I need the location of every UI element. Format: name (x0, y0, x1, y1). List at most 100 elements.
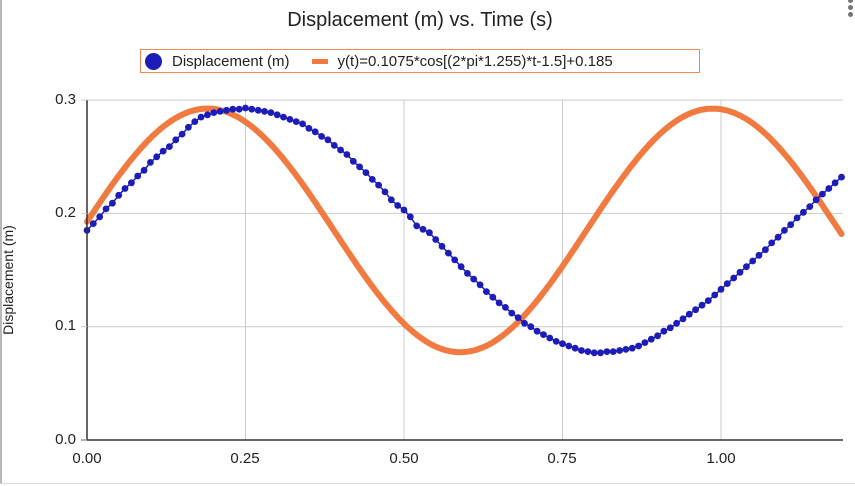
chart-legend: Displacement (m) y(t)=0.1075*cos[(2*pi*1… (140, 49, 700, 73)
data-point (622, 346, 630, 353)
data-point (559, 340, 566, 348)
data-point (749, 257, 757, 265)
data-point (96, 213, 104, 221)
y-tick-label: 0.2 (55, 204, 76, 221)
data-point (800, 208, 807, 216)
data-point (508, 309, 516, 317)
legend-item-fit[interactable]: y(t)=0.1075*cos[(2*pi*1.255)*t-1.5]+0.18… (290, 53, 613, 70)
data-point (774, 233, 782, 241)
data-point (514, 314, 522, 321)
data-point (349, 157, 357, 165)
data-point (115, 191, 123, 199)
data-point (743, 263, 750, 271)
data-point (711, 291, 719, 299)
y-tick-label: 0.0 (55, 431, 76, 448)
data-point (533, 327, 541, 335)
data-point (723, 280, 731, 287)
data-point (267, 109, 275, 116)
data-point (812, 196, 820, 204)
data-point (483, 288, 490, 295)
data-point (590, 349, 598, 357)
data-point (806, 203, 814, 211)
kebab-dot (847, 5, 853, 10)
data-point (825, 185, 833, 192)
data-point (311, 128, 319, 136)
data-point (140, 166, 148, 174)
data-point (362, 169, 370, 177)
data-point (781, 227, 788, 234)
data-point (172, 136, 180, 144)
data-point (330, 142, 338, 149)
data-point (387, 196, 395, 204)
data-point (185, 123, 192, 131)
data-point (375, 181, 382, 189)
data-point (159, 147, 167, 155)
data-point (432, 236, 440, 243)
legend-item-displacement[interactable]: Displacement (m) (141, 52, 290, 70)
data-point (793, 214, 801, 222)
data-point (368, 176, 376, 183)
data-point (819, 190, 826, 198)
axes (81, 99, 843, 441)
x-tick-label: 0.50 (389, 450, 419, 467)
data-point (831, 179, 839, 187)
data-point (660, 327, 668, 335)
data-point (400, 206, 408, 214)
data-point (685, 310, 693, 318)
data-point (762, 246, 769, 254)
data-point (254, 106, 262, 114)
data-point (305, 124, 313, 132)
chart-frame-left-border (0, 0, 2, 484)
data-point (235, 105, 243, 113)
data-point (464, 270, 471, 277)
data-point (292, 118, 300, 125)
data-point (153, 153, 161, 161)
legend-label-displacement: Displacement (m) (172, 52, 290, 70)
data-point (717, 285, 725, 293)
data-point (584, 348, 592, 355)
data-point (502, 304, 509, 311)
data-point (426, 229, 433, 237)
fit-curve (84, 105, 845, 356)
legend-label-fit: y(t)=0.1075*cos[(2*pi*1.255)*t-1.5]+0.18… (337, 52, 613, 70)
data-point (273, 111, 281, 119)
data-point (527, 323, 535, 331)
data-point (134, 172, 142, 180)
data-point (597, 349, 604, 357)
data-point (565, 342, 573, 350)
data-point (641, 339, 649, 346)
y-tick-label: 0.1 (55, 317, 76, 334)
data-point (438, 242, 446, 250)
data-point (457, 263, 465, 271)
data-point (337, 146, 344, 154)
y-tick-label: 0.3 (55, 91, 76, 108)
data-point (476, 281, 484, 289)
data-point (147, 159, 154, 166)
data-point (654, 332, 661, 340)
data-point (324, 136, 332, 144)
kebab-menu-icon[interactable] (846, 0, 854, 20)
kebab-dot (847, 12, 853, 17)
data-point (381, 188, 389, 196)
data-point (191, 118, 199, 125)
data-point (546, 334, 554, 342)
data-point (286, 116, 294, 123)
data-point (318, 133, 325, 140)
kebab-dot (847, 0, 853, 3)
data-point (343, 151, 351, 158)
data-point (838, 173, 845, 181)
data-point (451, 256, 459, 264)
data-point (470, 275, 478, 283)
x-tick-label: 0.75 (547, 450, 577, 467)
data-point (787, 221, 795, 229)
data-point (210, 109, 218, 116)
data-point (166, 143, 173, 151)
data-point (736, 268, 744, 276)
data-point (571, 344, 579, 352)
data-point (647, 335, 655, 343)
chart-title: Displacement (m) vs. Time (s) (287, 9, 553, 31)
data-point (673, 319, 680, 327)
data-point (299, 120, 306, 128)
data-point (406, 213, 414, 221)
data-point (204, 111, 211, 119)
